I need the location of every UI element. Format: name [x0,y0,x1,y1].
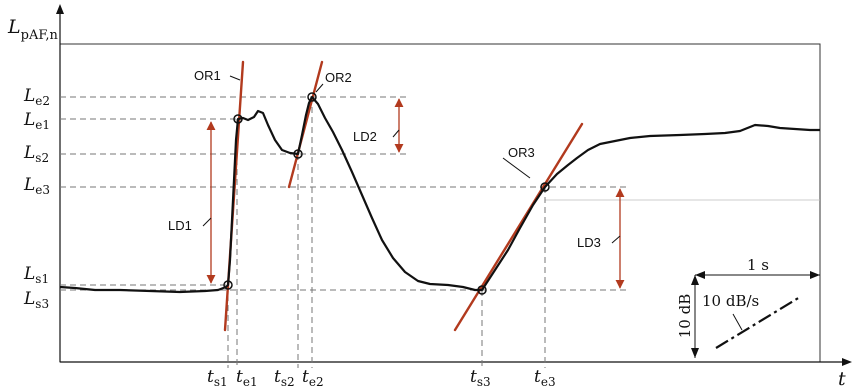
y-axis-subscript: pAF,n [21,28,59,43]
label-te1: te1 [236,367,258,389]
tangent-or2 [287,60,324,189]
level-curve [59,95,820,294]
label-ls2: Ls2 [23,143,49,165]
label-ts2: ts2 [274,367,295,389]
label-te2: te2 [302,367,324,389]
scale-right-arrow-icon [810,271,820,279]
label-ld3: LD3 [577,235,601,250]
scale-level-label: 10 dB [676,294,694,338]
label-ld1: LD1 [168,218,192,233]
y-axis-symbol: L [7,16,21,38]
tangent-or3 [453,122,584,332]
level-difference-arrows [206,98,625,289]
label-or1: OR1 [194,68,221,83]
label-ld2: LD2 [353,129,377,144]
marker-s2 [293,149,303,159]
x-axis-title: t [838,368,846,390]
plot-frame [59,43,821,363]
y-axis-arrow-icon [56,4,64,14]
label-or3: OR3 [508,145,535,160]
markers [223,92,550,295]
label-ls3: Ls3 [23,289,49,311]
marker-s3 [477,285,487,295]
label-leaders [202,75,621,244]
vertical-guides [227,97,546,368]
scale-time-label: 1 s [747,256,769,274]
label-or2: OR2 [325,70,352,85]
label-ts1: ts1 [207,367,228,389]
scale-up-arrow-icon [691,275,699,285]
scale-inset: 1 s 10 dB 10 dB/s [676,256,820,358]
y-axis-title: LpAF,n [7,16,58,43]
label-ls1: Ls1 [23,264,49,286]
label-le1: Le1 [23,110,50,132]
label-te3: te3 [534,367,556,389]
marker-s1 [223,280,233,290]
marker-e3 [540,182,550,192]
scale-left-arrow-icon [695,271,705,279]
scale-rate-label: 10 dB/s [702,292,759,310]
label-le3: Le3 [23,175,50,197]
scale-down-arrow-icon [691,348,699,358]
marker-e2 [307,92,317,102]
label-ts3: ts3 [470,367,491,389]
scale-rate-line [715,296,801,349]
horizontal-guides [60,96,627,291]
x-axis-arrow-icon [842,358,852,366]
label-le2: Le2 [23,86,50,108]
marker-e1 [233,114,243,124]
